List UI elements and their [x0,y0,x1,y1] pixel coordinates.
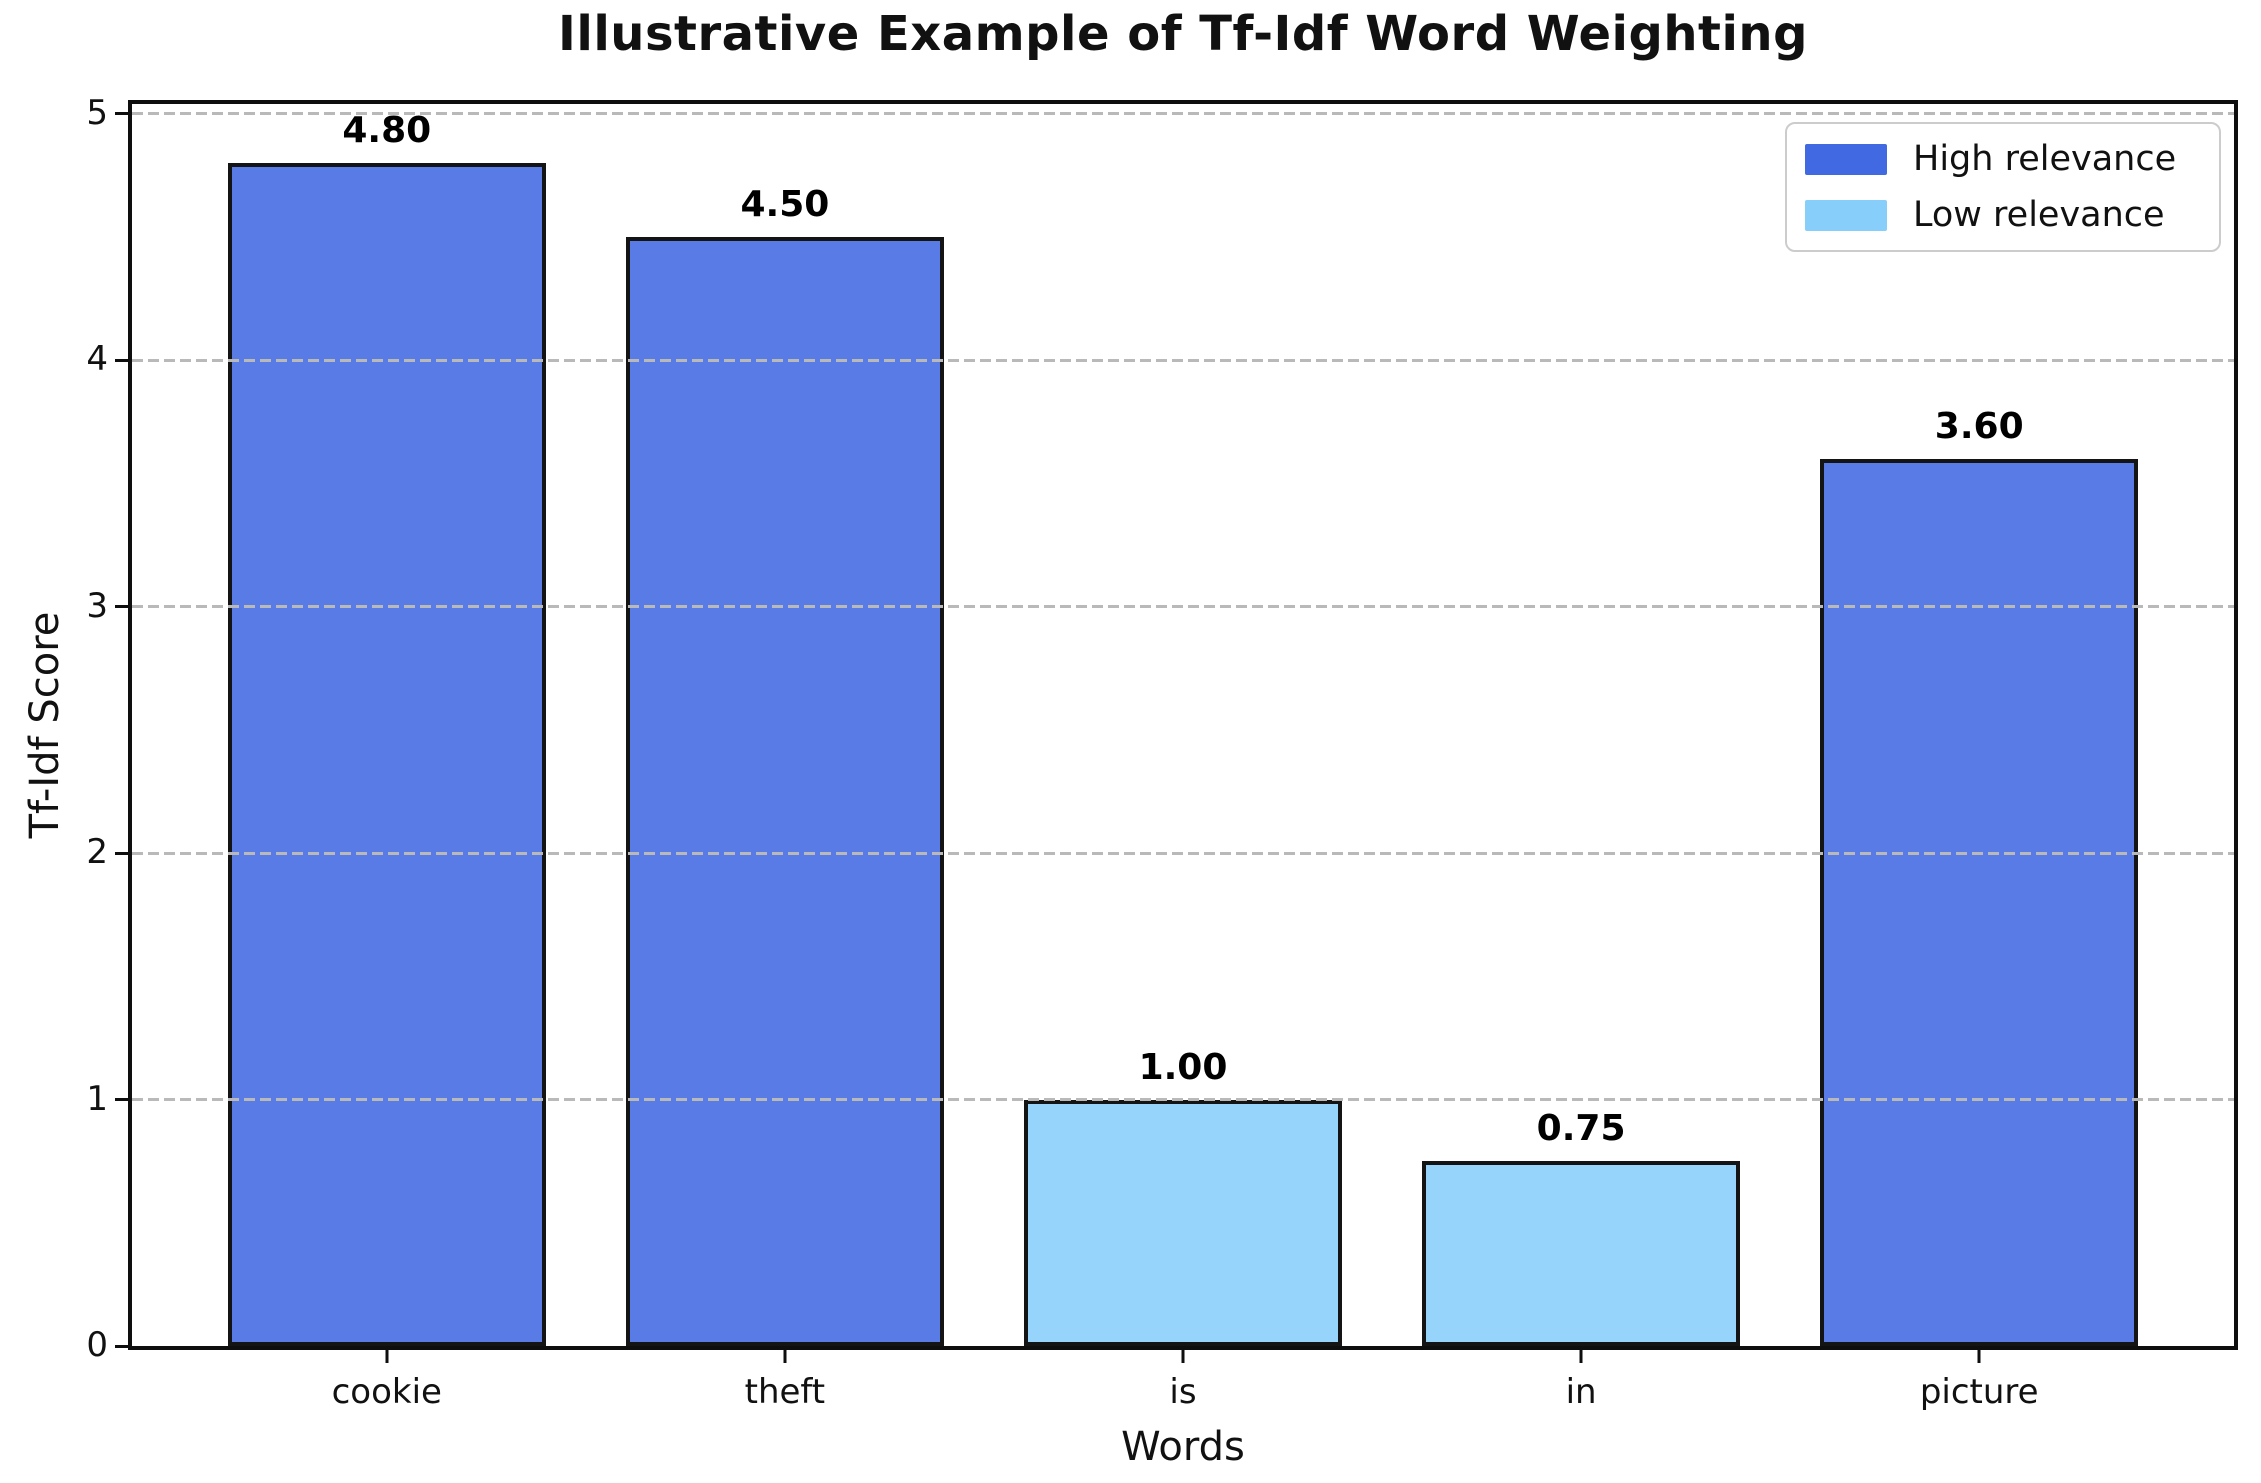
bar-picture [1820,459,2138,1346]
x-tick-label: theft [744,1372,826,1412]
y-tick-mark [115,112,128,116]
x-tick-mark [385,1350,389,1363]
x-tick-mark [1977,1350,1981,1363]
y-tick-label: 0 [86,1325,108,1366]
bar-cookie [228,163,546,1346]
bar-value-label: 3.60 [1934,406,2024,447]
gridline [132,851,2234,855]
x-axis-title: Words [1121,1424,1245,1470]
gridline [132,112,2234,116]
y-tick-mark [115,358,128,362]
y-tick-mark [115,1344,128,1348]
y-tick-label: 3 [86,585,108,626]
y-tick-mark [115,1098,128,1102]
legend-item-high: High relevance [1805,138,2201,180]
bar-value-label: 0.75 [1536,1108,1626,1149]
y-tick-label: 1 [86,1078,108,1119]
legend: High relevance Low relevance [1785,122,2221,252]
x-tick-label: picture [1919,1372,2039,1412]
gridline [132,1098,2234,1102]
y-tick-label: 2 [86,832,108,873]
y-tick-label: 5 [86,93,108,134]
x-tick-mark [1579,1350,1583,1363]
x-tick-label: cookie [331,1372,442,1412]
bar-value-label: 4.50 [740,184,830,225]
bar-value-label: 4.80 [342,110,432,151]
bar-in [1422,1161,1740,1346]
legend-item-low: Low relevance [1805,194,2201,236]
plot-inner: 4.80 4.50 1.00 0.75 3.60 [132,104,2234,1346]
legend-label: High relevance [1913,139,2177,179]
chart-title: Illustrative Example of Tf-Idf Word Weig… [558,6,1808,62]
bar-value-label: 1.00 [1138,1047,1228,1088]
bar-theft [626,237,944,1346]
gridline [132,605,2234,609]
y-tick-mark [115,605,128,609]
high-relevance-swatch-icon [1805,143,1887,175]
y-tick-label: 4 [86,339,108,380]
gridline [132,358,2234,362]
plot-area: 4.80 4.50 1.00 0.75 3.60 [128,100,2238,1350]
legend-label: Low relevance [1913,195,2165,235]
y-axis-title: Tf-Idf Score [22,611,68,839]
x-tick-mark [1181,1350,1185,1363]
bar-is [1024,1100,1342,1346]
y-tick-mark [115,851,128,855]
low-relevance-swatch-icon [1805,199,1887,231]
x-tick-label: in [1565,1372,1597,1412]
x-tick-mark [783,1350,787,1363]
x-tick-label: is [1169,1372,1197,1412]
